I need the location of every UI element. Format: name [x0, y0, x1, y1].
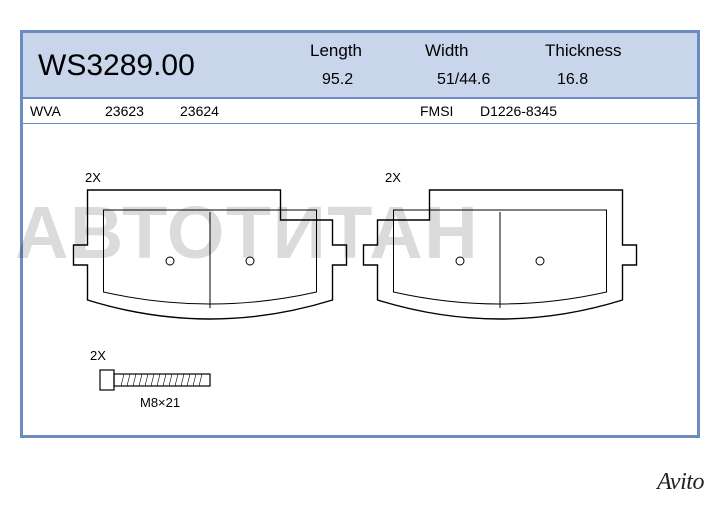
bolt-thread-icon	[133, 374, 136, 386]
bolt-thread-icon	[151, 374, 154, 386]
bolt-thread-icon	[175, 374, 178, 386]
bolt-thread-icon	[187, 374, 190, 386]
bolt-thread-icon	[193, 374, 196, 386]
technical-drawing	[0, 0, 720, 506]
bolt-thread-icon	[157, 374, 160, 386]
bolt-thread-icon	[163, 374, 166, 386]
bolt-thread-icon	[199, 374, 202, 386]
pad-right-qty: 2X	[385, 170, 401, 185]
bolt-head-icon	[100, 370, 114, 390]
brand-logo: Avito	[657, 469, 704, 496]
bolt-thread-icon	[127, 374, 130, 386]
bolt-thread-icon	[121, 374, 124, 386]
bolt-thread-icon	[145, 374, 148, 386]
bolt-thread-icon	[169, 374, 172, 386]
bolt-thread-icon	[181, 374, 184, 386]
bolt-thread-icon	[139, 374, 142, 386]
bolt-qty: 2X	[90, 348, 106, 363]
pad-left-qty: 2X	[85, 170, 101, 185]
bolt-spec: M8×21	[140, 395, 180, 410]
